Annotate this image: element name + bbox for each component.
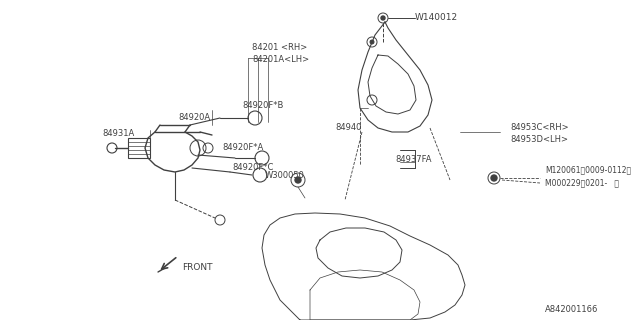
Text: 84920A: 84920A — [178, 114, 210, 123]
Text: M000229〉0201-   〉: M000229〉0201- 〉 — [545, 179, 619, 188]
Text: M120061〉0009-0112〉: M120061〉0009-0112〉 — [545, 165, 631, 174]
Circle shape — [491, 175, 497, 181]
Text: 84931A: 84931A — [102, 130, 134, 139]
Text: 84937FA: 84937FA — [395, 156, 431, 164]
Text: 84920F*C: 84920F*C — [232, 164, 273, 172]
Text: 84940: 84940 — [335, 124, 362, 132]
Text: 84953D<LH>: 84953D<LH> — [510, 135, 568, 145]
Text: 84920F*A: 84920F*A — [222, 143, 263, 153]
Text: A842001166: A842001166 — [545, 306, 598, 315]
Text: 84201A<LH>: 84201A<LH> — [252, 55, 309, 65]
Circle shape — [370, 40, 374, 44]
Text: 84953C<RH>: 84953C<RH> — [510, 124, 568, 132]
Text: FRONT: FRONT — [182, 263, 212, 273]
Text: 84920F*B: 84920F*B — [242, 100, 284, 109]
Circle shape — [381, 16, 385, 20]
Text: W300050: W300050 — [265, 171, 305, 180]
Circle shape — [295, 177, 301, 183]
Text: 84201 <RH>: 84201 <RH> — [252, 44, 307, 52]
Text: W140012: W140012 — [415, 13, 458, 22]
